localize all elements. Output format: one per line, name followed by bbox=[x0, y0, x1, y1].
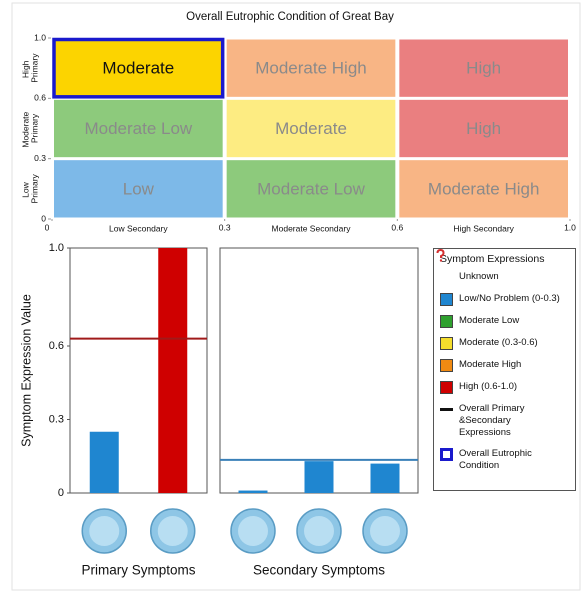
legend-label: Overall Eutrophic Condition bbox=[459, 448, 532, 471]
y-tick-label: 0 bbox=[41, 213, 46, 223]
cell-label: Moderate Low bbox=[84, 119, 192, 138]
x-tick-label: 0.6 bbox=[391, 222, 403, 232]
matrix-cell bbox=[399, 39, 568, 97]
row-label: Moderate Primary bbox=[21, 109, 40, 147]
symptom-icon bbox=[81, 508, 127, 554]
symptom-icon bbox=[296, 508, 342, 554]
legend-swatch bbox=[436, 249, 453, 284]
question-mark bbox=[436, 249, 445, 258]
cell-label: Moderate High bbox=[255, 59, 367, 78]
question-dot bbox=[439, 259, 443, 262]
legend-label: High (0.6-1.0) bbox=[459, 381, 518, 392]
legend-swatch bbox=[440, 381, 453, 394]
matrix-cell bbox=[226, 160, 396, 218]
plot-area bbox=[219, 247, 419, 494]
symptom-icon bbox=[362, 508, 408, 554]
column-label: Moderate Secondary bbox=[272, 223, 352, 233]
bar bbox=[89, 431, 119, 493]
row-label: Low Primary bbox=[21, 173, 40, 203]
legend-item: Overall Primary &Secondary Expressions bbox=[440, 403, 569, 439]
matrix-cell bbox=[226, 39, 396, 97]
legend-label: Unknown bbox=[459, 271, 499, 282]
icon-inner bbox=[157, 516, 188, 546]
cell-label: Moderate bbox=[275, 119, 347, 138]
y-tick-label: 1.0 bbox=[49, 242, 64, 254]
icon-inner bbox=[370, 516, 400, 546]
legend-item: Unknown bbox=[436, 249, 569, 284]
legend-swatch bbox=[440, 359, 453, 372]
legend-item: Overall Eutrophic Condition bbox=[440, 448, 569, 472]
y-tick-label: 0.3 bbox=[49, 413, 64, 425]
y-tick-label: 0 bbox=[58, 487, 64, 499]
bar bbox=[158, 248, 188, 493]
legend-label: Moderate High bbox=[459, 359, 522, 370]
legend-item: Moderate High bbox=[440, 359, 569, 372]
legend-label: Moderate Low bbox=[459, 315, 520, 326]
cell-label: Moderate Low bbox=[257, 179, 365, 198]
cell-label: High bbox=[466, 59, 501, 78]
legend-swatch bbox=[440, 315, 453, 328]
x-tick-label: 1.0 bbox=[564, 222, 576, 232]
cell-label: Moderate High bbox=[428, 179, 540, 198]
symptom-icon bbox=[230, 508, 276, 554]
row-label: High Primary bbox=[21, 53, 40, 83]
y-tick-label: 0.6 bbox=[34, 93, 46, 103]
icon-inner bbox=[304, 516, 334, 546]
legend-label: Low/No Problem (0-0.3) bbox=[459, 293, 560, 304]
cell-label: High bbox=[466, 119, 501, 138]
symptom-icon bbox=[150, 508, 196, 554]
icon-inner bbox=[89, 516, 120, 546]
legend-swatch bbox=[440, 293, 453, 306]
matrix-cell bbox=[399, 99, 568, 158]
legend-item: High (0.6-1.0) bbox=[440, 381, 569, 394]
legend-swatch bbox=[440, 337, 453, 350]
x-axis-label: Primary Symptoms bbox=[81, 563, 195, 578]
frame bbox=[11, 2, 581, 591]
x-axis-label: Secondary Symptoms bbox=[253, 563, 385, 578]
icon-inner bbox=[238, 516, 268, 546]
bar bbox=[238, 490, 268, 493]
y-axis-label: Symptom Expression Value bbox=[19, 294, 33, 447]
chart-title: Overall Eutrophic Condition of Great Bay bbox=[186, 11, 394, 23]
matrix-cell bbox=[54, 160, 223, 218]
cell-label: Low bbox=[123, 179, 155, 198]
legend-label: Moderate (0.3-0.6) bbox=[459, 337, 538, 348]
matrix-cell bbox=[54, 99, 223, 158]
column-label: High Secondary bbox=[453, 223, 514, 233]
matrix-cell bbox=[52, 37, 225, 99]
legend-title: Symptom Expressions bbox=[440, 253, 545, 265]
bar bbox=[370, 463, 400, 493]
question-icon bbox=[436, 249, 445, 262]
legend-item: Moderate (0.3-0.6) bbox=[440, 337, 569, 350]
matrix-cell bbox=[399, 160, 568, 218]
legend-item: Low/No Problem (0-0.3) bbox=[440, 293, 569, 306]
x-tick-label: 0.3 bbox=[219, 222, 231, 232]
matrix-cell bbox=[226, 99, 396, 158]
legend: Symptom Expressions Unknown Low/No Proble… bbox=[433, 248, 576, 491]
y-tick-label: 0.6 bbox=[49, 340, 64, 352]
cell-label: Moderate bbox=[102, 59, 174, 78]
column-label: Low Secondary bbox=[109, 223, 168, 233]
bar bbox=[304, 461, 334, 493]
legend-swatch bbox=[440, 448, 453, 461]
y-tick-label: 1.0 bbox=[34, 32, 46, 42]
legend-item: Moderate Low bbox=[440, 315, 569, 328]
legend-label: Overall Primary &Secondary Expressions bbox=[459, 403, 525, 438]
y-tick-label: 0.3 bbox=[34, 153, 46, 163]
legend-swatch bbox=[440, 408, 453, 411]
x-tick-label: 0 bbox=[45, 222, 50, 232]
